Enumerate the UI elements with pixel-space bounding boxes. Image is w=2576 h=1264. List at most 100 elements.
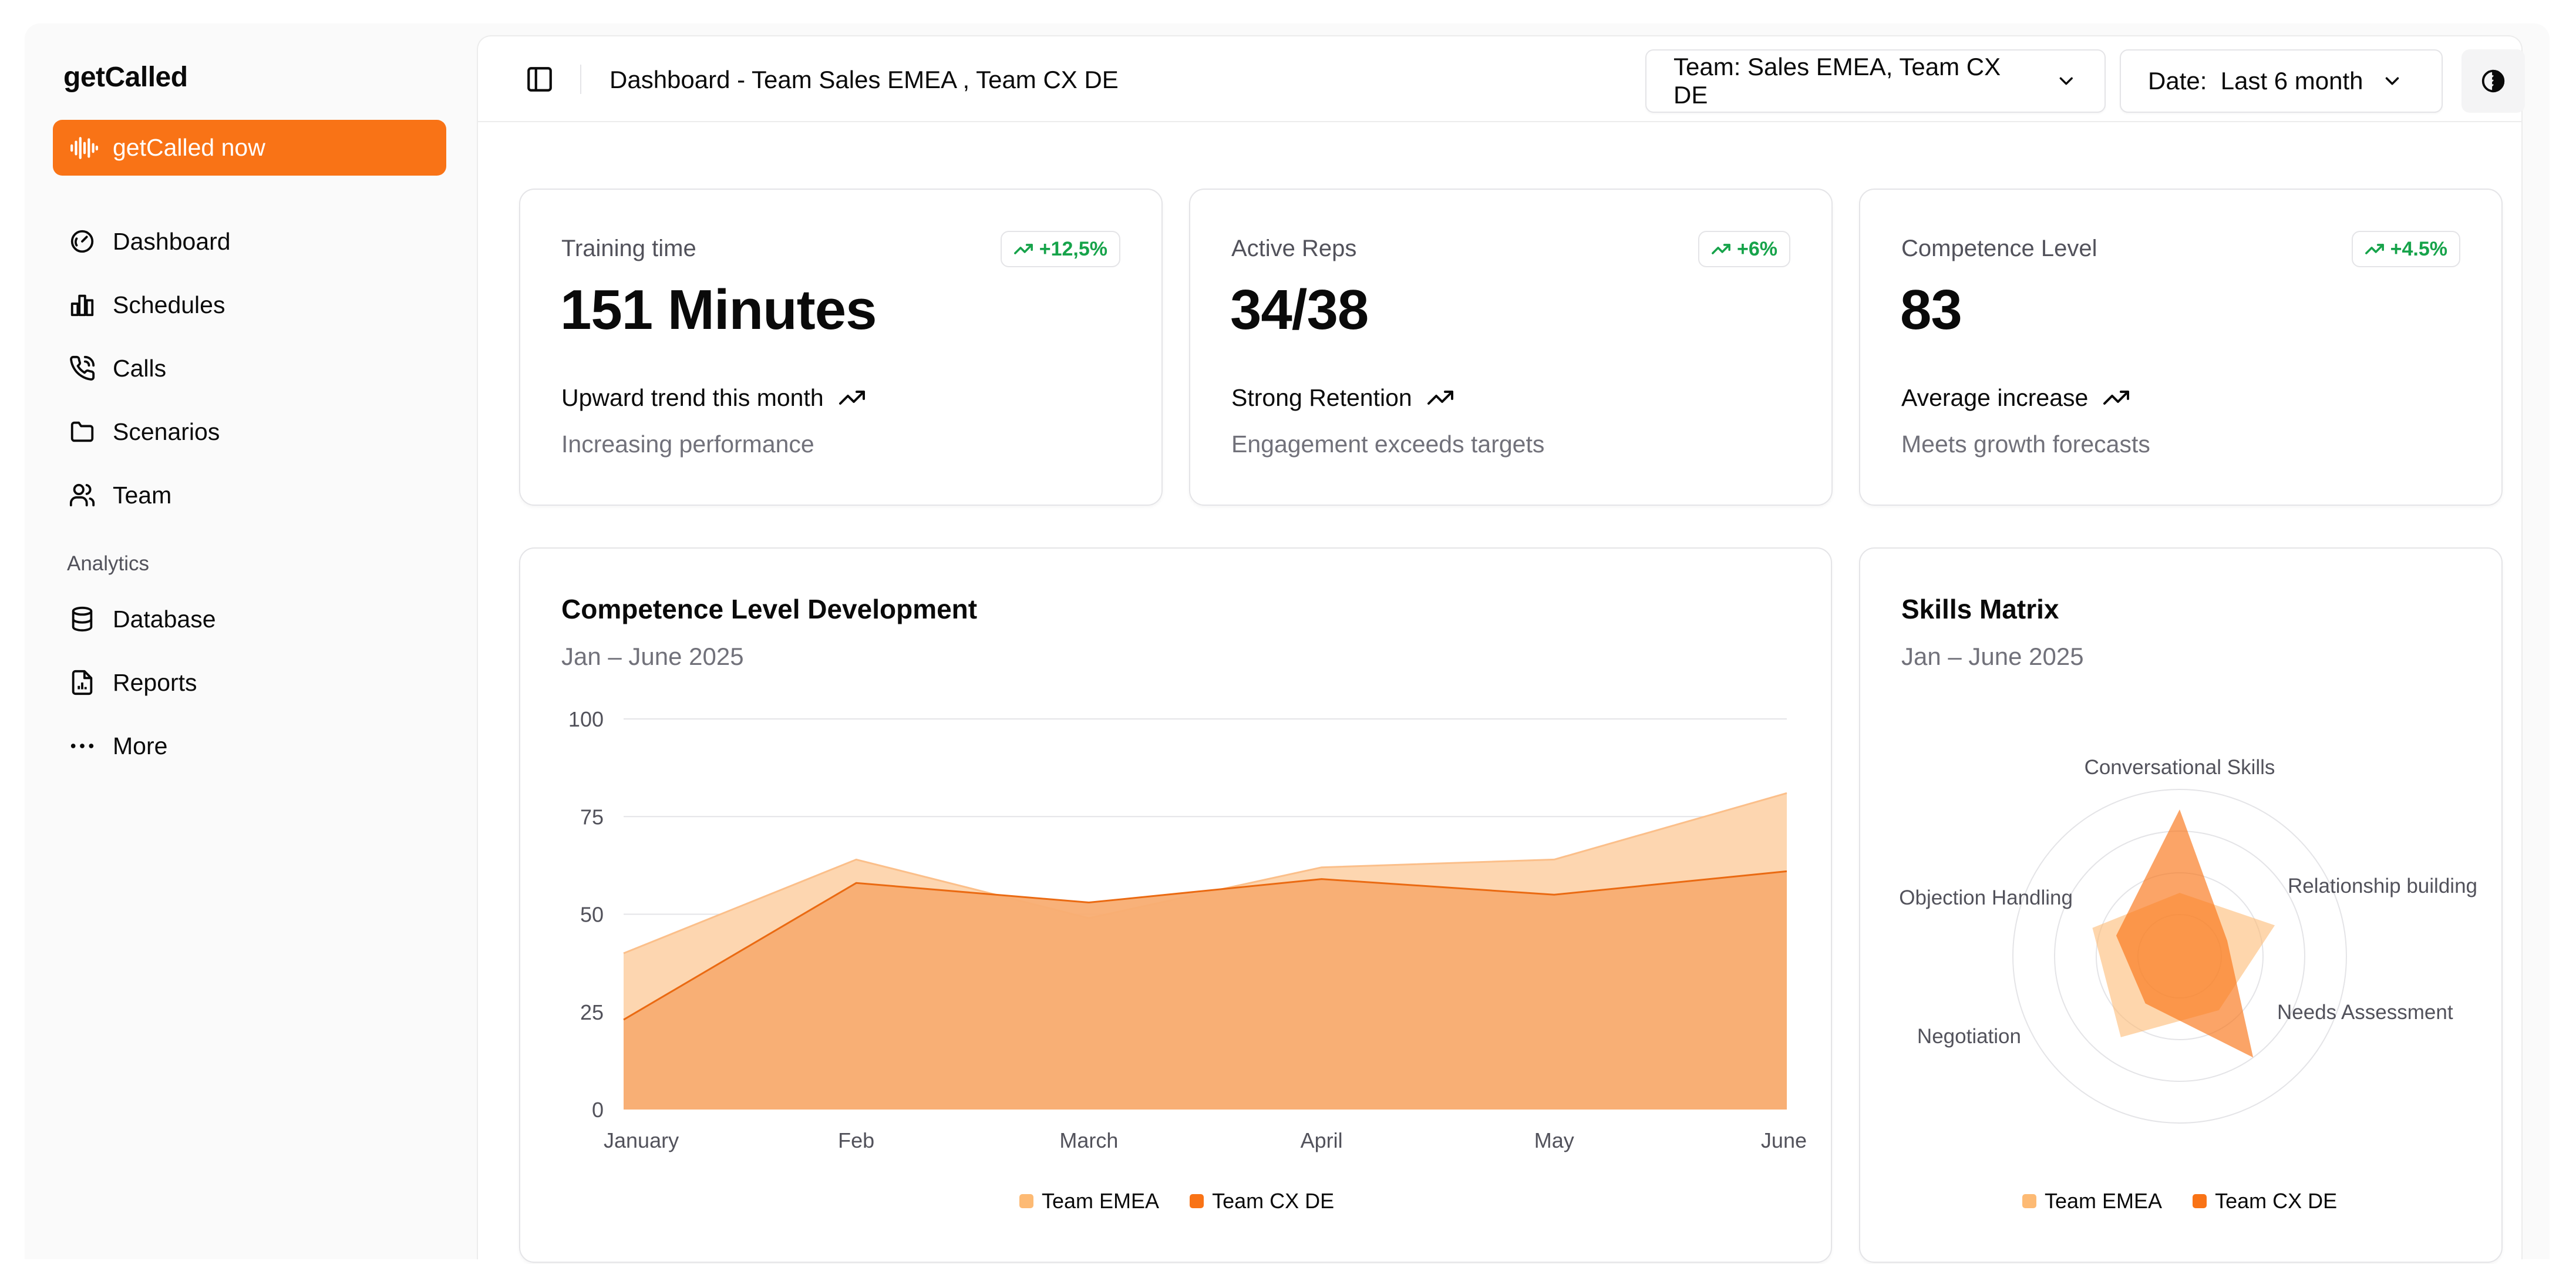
- get-called-now-button[interactable]: getCalled now: [53, 120, 446, 176]
- sidebar-item-more[interactable]: More: [53, 714, 452, 778]
- legend-item-cxde: Team CX DE: [1190, 1189, 1334, 1213]
- brand-logo: getCalled: [63, 62, 188, 93]
- file-chart-icon: [68, 668, 96, 697]
- sidebar-item-label: Calls: [113, 354, 167, 382]
- users-icon: [68, 481, 96, 509]
- x-tick-label: Feb: [838, 1128, 874, 1152]
- stat-trend: Upward trend this month: [561, 384, 866, 412]
- folder-icon: [68, 418, 96, 446]
- legend-swatch: [1190, 1194, 1204, 1208]
- date-filter-label: Date: Last 6 month: [2148, 67, 2363, 95]
- radar-grid-ring: [2012, 789, 2347, 1124]
- sidebar-toggle-icon[interactable]: [525, 65, 554, 94]
- chart-subtitle: Jan – June 2025: [1901, 643, 2084, 670]
- sidebar-item-database[interactable]: Database: [53, 587, 452, 651]
- skills-matrix-card: Skills Matrix Jan – June 2025 Conversati…: [1859, 547, 2503, 1263]
- legend-label: Team CX DE: [2215, 1189, 2338, 1213]
- radar-axis-label: Conversational Skills: [2085, 756, 2275, 779]
- stat-label: Training time: [561, 236, 696, 261]
- stat-label: Active Reps: [1231, 236, 1357, 261]
- stat-change-badge: +6%: [1698, 231, 1790, 267]
- stat-change-badge: +12,5%: [1000, 231, 1120, 267]
- y-tick-label: 100: [568, 707, 604, 731]
- legend-label: Team CX DE: [1212, 1189, 1335, 1213]
- legend-label: Team EMEA: [2045, 1189, 2163, 1213]
- sidebar-item-label: More: [113, 732, 168, 759]
- sidebar-item-schedules[interactable]: Schedules: [53, 273, 452, 337]
- chevron-down-icon: [2385, 77, 2399, 85]
- top-bar: Dashboard - Team Sales EMEA , Team CX DE…: [478, 36, 2525, 122]
- stat-label: Competence Level: [1901, 236, 2097, 261]
- legend-swatch: [2022, 1194, 2036, 1208]
- x-tick-label: April: [1301, 1128, 1343, 1152]
- stat-subtext: Engagement exceeds targets: [1231, 431, 1545, 458]
- theme-toggle-button[interactable]: [2461, 49, 2525, 113]
- chart-legend: Team EMEA Team CX DE: [2022, 1189, 2368, 1213]
- divider: [580, 65, 581, 94]
- stat-value: 34/38: [1230, 278, 1369, 341]
- radar-axis-label: Negotiation: [1917, 1025, 2021, 1048]
- legend-item-cxde: Team CX DE: [2193, 1189, 2337, 1213]
- stat-trend-label: Strong Retention: [1231, 384, 1412, 411]
- sidebar-item-label: Reports: [113, 668, 197, 696]
- y-tick-label: 0: [592, 1098, 604, 1122]
- stat-card-competence-level: Competence Level +4.5% 83 Average increa…: [1859, 189, 2503, 506]
- more-icon: [68, 732, 96, 760]
- y-tick-label: 75: [580, 805, 604, 829]
- stat-change-value: +12,5%: [1039, 237, 1107, 260]
- chart-title: Competence Level Development: [561, 594, 978, 624]
- trending-up-icon: [1013, 244, 1033, 254]
- stat-trend-label: Average increase: [1901, 384, 2089, 411]
- x-tick-label: January: [604, 1128, 679, 1152]
- gauge-icon: [68, 227, 96, 256]
- stat-trend-label: Upward trend this month: [561, 384, 824, 411]
- legend-label: Team EMEA: [1042, 1189, 1160, 1213]
- legend-swatch: [1019, 1194, 1033, 1208]
- chevron-down-icon: [2060, 77, 2073, 85]
- stat-value: 83: [1900, 278, 1962, 341]
- stat-subtext: Increasing performance: [561, 431, 814, 458]
- line-team-cx-de: [623, 870, 1787, 1021]
- trending-up-icon: [839, 391, 865, 405]
- stat-change-value: +4.5%: [2390, 237, 2447, 260]
- team-filter-dropdown[interactable]: Team: Sales EMEA, Team CX DE: [1645, 49, 2106, 113]
- trending-up-icon: [2365, 244, 2384, 254]
- sidebar-item-label: Scenarios: [113, 418, 220, 445]
- legend-item-emea: Team EMEA: [1019, 1189, 1159, 1213]
- main-nav: Dashboard Schedules Calls: [53, 210, 452, 527]
- radar-chart: Conversational Skills Relationship buildi…: [1899, 756, 2477, 1124]
- radar-axis-label: Needs Assessment: [2277, 1001, 2453, 1024]
- sidebar-item-scenarios[interactable]: Scenarios: [53, 400, 452, 463]
- sidebar-item-dashboard[interactable]: Dashboard: [53, 210, 452, 273]
- legend-item-emea: Team EMEA: [2022, 1189, 2162, 1213]
- get-called-now-label: getCalled now: [113, 134, 265, 161]
- x-tick-label: May: [1534, 1128, 1574, 1152]
- sidebar-item-calls[interactable]: Calls: [53, 337, 452, 400]
- area-team-cx-de: [624, 871, 1787, 1110]
- x-tick-label: June: [1761, 1128, 1807, 1152]
- phone-icon: [68, 354, 96, 382]
- sidebar-item-label: Schedules: [113, 291, 225, 318]
- stat-card-active-reps: Active Reps +6% 34/38 Strong Retention E…: [1189, 189, 1833, 506]
- stat-value: 151 Minutes: [560, 278, 877, 341]
- trending-up-icon: [2103, 391, 2130, 405]
- trending-up-icon: [1427, 391, 1453, 405]
- stat-change-badge: +4.5%: [2351, 231, 2460, 267]
- radar-axis-label: Relationship building: [2288, 875, 2477, 897]
- stat-trend: Average increase: [1901, 384, 2130, 412]
- stat-subtext: Meets growth forecasts: [1901, 431, 2150, 458]
- sidebar-item-label: Team: [113, 481, 172, 509]
- area-chart: 0 25 50 75 100 January Feb March April May June: [568, 707, 1807, 1152]
- radar-area-team-cx-de: [2116, 809, 2254, 1058]
- sidebar-item-team[interactable]: Team: [53, 463, 452, 527]
- contrast-icon: [2481, 69, 2505, 93]
- sidebar-item-reports[interactable]: Reports: [53, 651, 452, 714]
- competence-chart-card: Competence Level Development Jan – June …: [519, 547, 1832, 1263]
- y-tick-label: 50: [580, 903, 604, 927]
- date-filter-dropdown[interactable]: Date: Last 6 month: [2120, 49, 2443, 113]
- stat-trend: Strong Retention: [1231, 384, 1454, 412]
- bar-chart-icon: [68, 291, 96, 319]
- chart-subtitle: Jan – June 2025: [561, 643, 744, 670]
- sidebar: getCalled getCalled now Dashboard: [25, 23, 477, 1259]
